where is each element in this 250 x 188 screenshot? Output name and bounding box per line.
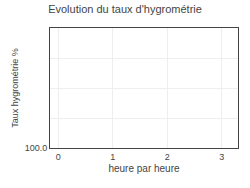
- svg-text:heure par heure: heure par heure: [108, 163, 180, 174]
- svg-text:0: 0: [56, 152, 61, 162]
- svg-text:Taux hygrométrie %: Taux hygrométrie %: [10, 48, 20, 128]
- svg-text:3: 3: [219, 152, 224, 162]
- svg-text:2: 2: [165, 152, 170, 162]
- svg-text:1: 1: [110, 152, 115, 162]
- svg-text:Evolution du taux d'hygrométri: Evolution du taux d'hygrométrie: [48, 3, 202, 15]
- svg-text:100.0: 100.0: [25, 143, 48, 153]
